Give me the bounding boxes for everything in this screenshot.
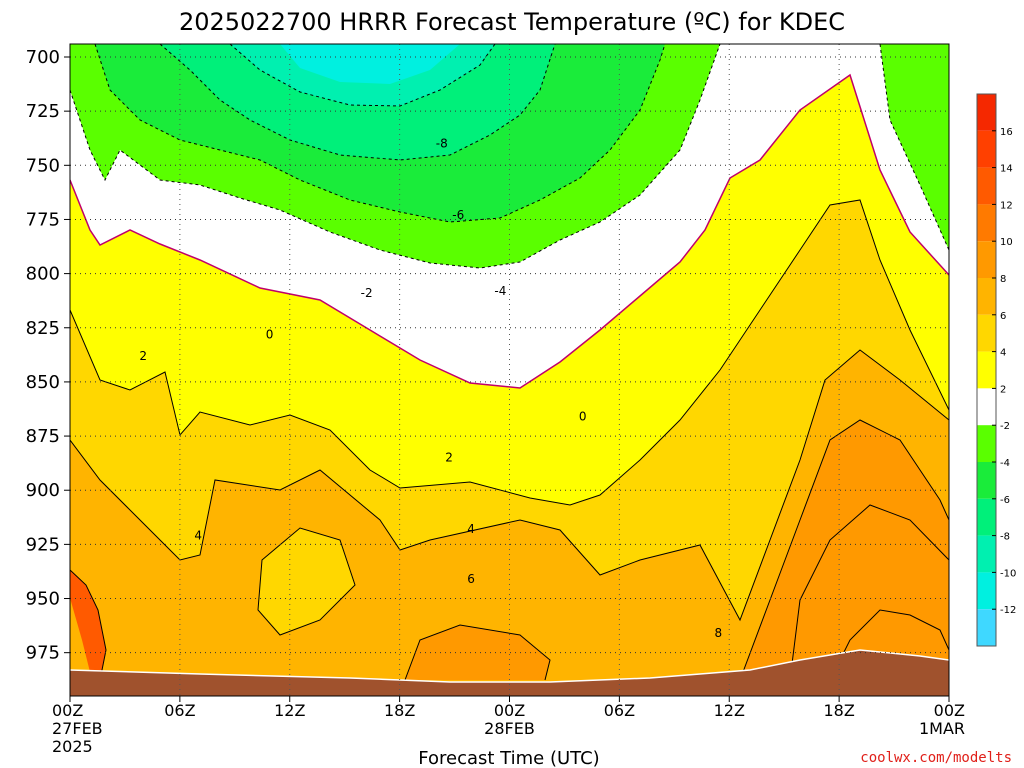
y-tick-label: 875 <box>26 426 60 447</box>
x-tick-label: 27FEB <box>52 719 103 738</box>
colorbar-band <box>977 351 996 389</box>
colorbar-band <box>977 498 996 536</box>
y-tick-label: 850 <box>26 372 60 393</box>
band-brown-orange-mid <box>405 625 550 680</box>
y-tick-label: 775 <box>26 209 60 230</box>
colorbar-tick-label: -4 <box>1000 458 1010 469</box>
colorbar-tick-label: -6 <box>1000 495 1010 506</box>
contour-minus-4 <box>94 44 666 223</box>
colorbar: 16 14 12 10 8 6 4 2 -2 -4 -6 -8 -10 -12 <box>976 93 1016 647</box>
y-axis-ticks: 700 725 750 775 800 825 850 875 900 925 950 975 <box>26 47 70 664</box>
contour-label: 8 <box>714 626 722 640</box>
x-tick-label: 1MAR <box>919 719 965 738</box>
colorbar-tick-label: 14 <box>1000 164 1013 175</box>
colorbar-band <box>977 462 996 499</box>
colorbar-tick-label: 4 <box>1000 348 1006 359</box>
x-tick-label: 18Z <box>384 701 415 720</box>
contour-12-right <box>829 609 949 681</box>
x-tick-label: 06Z <box>164 701 195 720</box>
contour-4-cell <box>257 527 356 636</box>
colorbar-tick-label: 12 <box>1000 200 1013 211</box>
y-tick-label: 750 <box>26 155 60 176</box>
credit-text: coolwx.com/modelts <box>860 750 1012 766</box>
x-tick-label: 00Z <box>494 701 525 720</box>
y-tick-label: 925 <box>26 534 60 555</box>
contour-label: 4 <box>194 529 202 543</box>
band-cyan-12-10 <box>280 44 460 84</box>
x-tick-label: 00Z <box>934 701 965 720</box>
contour-minus-2 <box>70 44 721 269</box>
colorbar-band <box>977 94 996 131</box>
contour-minus-2-right <box>879 44 949 251</box>
terrain-edge <box>70 649 949 683</box>
contour-label: 0 <box>266 327 274 341</box>
y-tick-label: 825 <box>26 318 60 339</box>
y-tick-label: 700 <box>26 47 60 68</box>
colorbar-tick-label: -2 <box>1000 421 1010 432</box>
colorbar-band <box>977 609 996 646</box>
y-tick-label: 725 <box>26 101 60 122</box>
colorbar-band <box>977 425 996 462</box>
colorbar-tick-label: -12 <box>1000 605 1016 616</box>
colorbar-band <box>977 241 996 278</box>
x-tick-label: 18Z <box>823 701 854 720</box>
contour-8-right <box>739 419 949 681</box>
band-green-4-2-right <box>880 44 949 250</box>
contour-labels: -8 -6 -4 -2 0 0 2 2 4 4 6 8 <box>139 137 722 641</box>
x-tick-label: 00Z <box>52 701 83 720</box>
y-tick-label: 900 <box>26 480 60 501</box>
colorbar-band <box>977 167 996 205</box>
plot-area: -8 -6 -4 -2 0 0 2 2 4 4 6 8 <box>70 44 949 696</box>
band-red-left <box>70 570 106 680</box>
colorbar-tick-label: 2 <box>1000 384 1006 395</box>
contour-label: 0 <box>579 410 587 424</box>
colorbar-band <box>977 130 996 168</box>
contour-10-right <box>789 504 949 681</box>
contour-minus-8 <box>229 44 496 107</box>
contour-label: 2 <box>139 349 147 363</box>
x-axis-label: Forecast Time (UTC) <box>418 748 599 768</box>
x-tick-label: 2025 <box>52 737 93 756</box>
colorbar-band <box>977 572 996 610</box>
grid <box>70 44 949 696</box>
contour-label: 4 <box>467 522 475 536</box>
contour-label: -4 <box>494 284 506 298</box>
contour-label: 2 <box>445 451 453 465</box>
contour-label: -8 <box>436 137 448 151</box>
contour-zero <box>70 73 949 389</box>
colorbar-band <box>977 204 996 242</box>
colorbar-tick-label: 8 <box>1000 274 1006 285</box>
band-brown-orange-right <box>740 420 949 690</box>
y-tick-label: 975 <box>26 643 60 664</box>
colorbar-band <box>977 388 996 426</box>
colorbar-tick-label: 16 <box>1000 127 1013 138</box>
contour-label: 6 <box>467 572 475 586</box>
colorbar-tick-label: -10 <box>1000 568 1016 579</box>
colorbar-band <box>977 314 996 352</box>
contour-8-left <box>70 569 107 681</box>
band-gold-cell <box>258 528 355 635</box>
x-tick-label: 12Z <box>274 701 305 720</box>
y-tick-label: 950 <box>26 589 60 610</box>
contour-6 <box>404 624 551 681</box>
colorbar-tick-label: -8 <box>1000 532 1010 543</box>
colorbar-tick-label: 6 <box>1000 311 1006 322</box>
colorbar-band <box>977 535 996 573</box>
colorbar-frame <box>976 93 997 647</box>
colorbar-band <box>977 278 996 315</box>
contour-4 <box>70 349 949 622</box>
x-tick-label: 28FEB <box>484 719 535 738</box>
contour-label: -6 <box>452 208 464 222</box>
x-tick-label: 06Z <box>604 701 635 720</box>
colorbar-tick-label: 10 <box>1000 237 1013 248</box>
y-tick-label: 800 <box>26 264 60 285</box>
chart-title: 2025022700 HRRR Forecast Temperature (ºC… <box>179 8 845 36</box>
contour-label: -2 <box>361 286 373 300</box>
x-tick-label: 12Z <box>714 701 745 720</box>
